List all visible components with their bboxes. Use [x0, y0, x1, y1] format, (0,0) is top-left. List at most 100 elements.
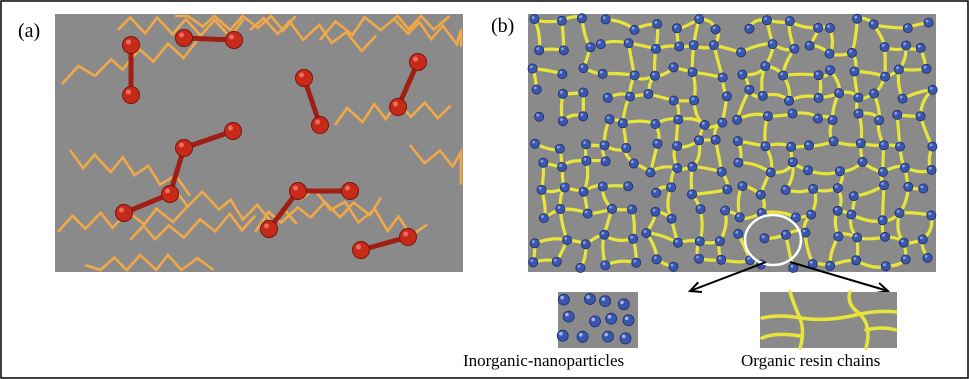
nanoparticle-highlight: [540, 159, 544, 163]
nanoparticle-highlight: [827, 262, 831, 266]
nanoparticle-highlight: [735, 138, 738, 141]
nanoparticle: [869, 88, 880, 99]
nanoparticle: [893, 64, 904, 75]
inset-nanoparticle-highlight: [624, 316, 629, 321]
nanoparticle: [694, 14, 705, 25]
nanoparticle: [917, 234, 928, 245]
nanoparticle-highlight: [530, 259, 534, 262]
nanoparticle-highlight: [600, 183, 603, 187]
nanoparticle: [528, 257, 539, 268]
nanoparticle-highlight: [762, 63, 766, 66]
nanoparticle: [600, 260, 611, 271]
nanoparticle: [927, 84, 938, 95]
nanoparticle-highlight: [629, 206, 632, 210]
nanoparticle-highlight: [691, 97, 695, 101]
nanoparticle-highlight: [668, 215, 672, 219]
nanoparticle: [555, 203, 566, 214]
nanoparticle-highlight: [541, 215, 544, 218]
nanoparticle-highlight: [701, 122, 705, 125]
arrow-head-icon: [687, 281, 703, 294]
inset-nanoparticle-highlight: [559, 331, 563, 336]
nanoparticle: [695, 204, 706, 215]
inset-nanoparticle: [589, 315, 601, 328]
nanoparticle: [623, 181, 634, 192]
particle-highlight: [345, 185, 350, 191]
panel-a-background: [55, 14, 463, 272]
nanoparticle: [846, 209, 857, 220]
nanoparticle: [808, 183, 819, 194]
inset-nanoparticles: [556, 293, 635, 345]
nanoparticle-highlight: [881, 142, 884, 146]
nanoparticle: [922, 252, 933, 263]
nanoparticle: [627, 204, 638, 215]
nanoparticle: [855, 138, 866, 149]
nanoparticle: [878, 140, 889, 151]
nanoparticle: [708, 40, 719, 51]
nanoparticle: [892, 109, 903, 120]
nanoparticle: [672, 237, 683, 248]
nanoparticle-highlight: [859, 158, 863, 162]
resin-chain: [299, 187, 428, 238]
nanoparticle: [580, 239, 591, 250]
nanoparticle-highlight: [647, 169, 651, 173]
nanoparticle: [879, 180, 890, 191]
nanoparticle-highlight: [747, 257, 751, 260]
nanoparticle-highlight: [787, 18, 790, 21]
particle: [341, 182, 359, 200]
inset-nanoparticle: [602, 330, 614, 343]
nanoparticle: [617, 118, 628, 129]
nanoparticle-highlight: [580, 65, 584, 68]
particle-highlight: [264, 223, 269, 229]
nanoparticle-highlight: [580, 188, 584, 192]
nanoparticle: [786, 141, 797, 152]
particle: [175, 29, 193, 47]
nanoparticle: [813, 113, 824, 124]
nanoparticle-highlight: [854, 234, 858, 238]
nanoparticle: [600, 156, 611, 167]
nanoparticle-highlight: [577, 264, 581, 268]
inset-resin-chain: [788, 290, 805, 350]
nanoparticle-highlight: [880, 169, 883, 172]
nanoparticle-highlight: [901, 239, 904, 243]
nanoparticle: [534, 111, 545, 122]
nanoparticle-highlight: [760, 92, 763, 96]
nanoparticle: [880, 71, 891, 82]
inset-nanoparticle-highlight: [601, 297, 606, 301]
nanoparticle: [529, 14, 540, 25]
nanoparticle-highlight: [761, 235, 765, 239]
nanoparticle: [714, 236, 725, 247]
particle-highlight: [179, 142, 184, 148]
nanoparticle: [585, 42, 596, 53]
caption-organic-resin-chains: Organic resin chains: [741, 351, 881, 370]
nanoparticle: [716, 166, 727, 177]
nanoparticle: [531, 84, 542, 95]
nanoparticle: [582, 208, 593, 219]
inset-nanoparticle: [605, 312, 618, 325]
nanoparticle: [710, 24, 721, 35]
resin-chain: [84, 252, 215, 272]
nanoparticle-highlight: [532, 140, 535, 144]
nanoparticle-highlight: [786, 97, 790, 101]
nanoparticle: [915, 111, 926, 122]
nanoparticle: [780, 229, 791, 240]
inset-nanoparticle: [558, 293, 570, 306]
nanoparticle-highlight: [711, 42, 714, 45]
nanoparticle: [767, 39, 778, 50]
resin-chain: [319, 14, 451, 41]
nanoparticle-highlight: [645, 91, 649, 94]
nanoparticle: [604, 114, 615, 125]
nanoparticle-highlight: [854, 15, 858, 19]
nanoparticle: [599, 140, 610, 151]
nanoparticle: [899, 162, 910, 173]
nanoparticle-highlight: [671, 97, 674, 101]
nanoparticle-highlight: [674, 143, 678, 146]
nanoparticle: [857, 156, 868, 167]
nanoparticle: [803, 165, 814, 176]
nanoparticle-highlight: [631, 160, 634, 164]
nanoparticle: [827, 115, 838, 126]
nanoparticle-highlight: [583, 141, 586, 145]
nanoparticle-highlight: [783, 231, 786, 235]
nanoparticle-highlight: [631, 72, 635, 76]
nanoparticle-highlight: [905, 183, 909, 187]
nanoparticle-highlight: [802, 229, 806, 233]
